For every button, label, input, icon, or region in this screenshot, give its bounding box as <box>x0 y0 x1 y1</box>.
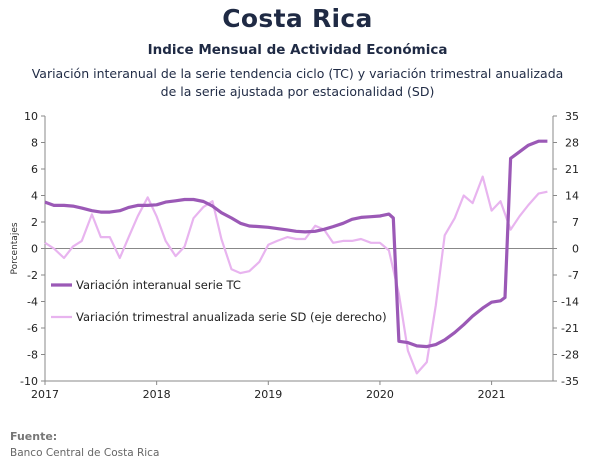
right-tick-label: -28 <box>561 349 579 362</box>
chart-description: Variación interanual de la serie tendenc… <box>0 65 595 101</box>
chart-subtitle: Indice Mensual de Actividad Económica <box>147 42 448 58</box>
left-tick-label: 4 <box>31 190 38 203</box>
left-tick-label: -8 <box>27 349 38 362</box>
left-tick-label: 8 <box>31 137 38 150</box>
right-tick-label: 28 <box>565 137 579 150</box>
right-tick-label: -14 <box>561 296 579 309</box>
description-line-2: de la serie ajustada por estacionalidad … <box>160 84 435 99</box>
source-label: Fuente: <box>10 430 58 443</box>
right-tick-label: -35 <box>561 375 579 388</box>
left-tick-label: -6 <box>27 322 38 335</box>
left-tick-label: 6 <box>31 163 38 176</box>
left-tick-label: -10 <box>20 375 38 388</box>
chart-title: Costa Rica <box>222 4 373 33</box>
left-tick-label: 10 <box>24 110 38 123</box>
x-tick-label: 2017 <box>31 388 59 401</box>
right-tick-label: 35 <box>565 110 579 123</box>
description-line-1: Variación interanual de la serie tendenc… <box>31 66 564 81</box>
left-tick-label: -4 <box>27 296 38 309</box>
right-tick-label: 0 <box>572 243 579 256</box>
x-tick-label: 2020 <box>366 388 394 401</box>
right-tick-label: -21 <box>561 322 579 335</box>
x-tick-label: 2018 <box>143 388 171 401</box>
legend-label-tc: Variación interanual serie TC <box>76 278 241 292</box>
x-tick-label: 2019 <box>254 388 282 401</box>
series-tc-line <box>44 139 548 349</box>
source-text: Banco Central de Costa Rica <box>10 447 160 459</box>
legend-label-sd: Variación trimestral anualizada serie SD… <box>76 310 387 324</box>
left-tick-label: 2 <box>31 216 38 229</box>
series-sd-line <box>44 175 548 375</box>
left-tick-label: 0 <box>31 243 38 256</box>
left-tick-label: -2 <box>27 269 38 282</box>
right-tick-label: -7 <box>568 269 579 282</box>
right-tick-label: 21 <box>565 163 579 176</box>
y-axis-label: Porcentajes <box>10 222 20 274</box>
x-tick-label: 2021 <box>478 388 506 401</box>
right-tick-label: 7 <box>572 216 579 229</box>
right-tick-label: 14 <box>565 190 579 203</box>
